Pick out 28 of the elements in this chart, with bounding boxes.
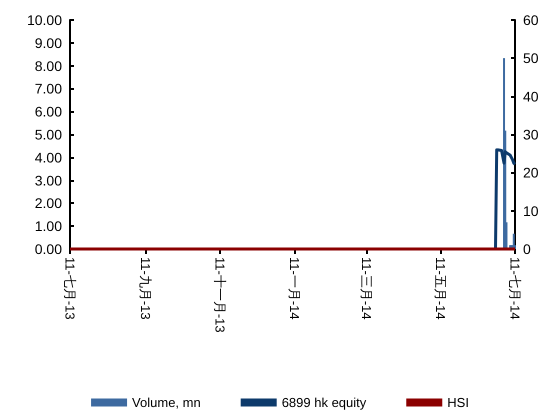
x-tick-label: 11-五月-14 [433, 257, 448, 320]
y2-tick-label: 0 [523, 241, 531, 257]
legend-label: 6899 hk equity [282, 395, 367, 410]
y-tick-label: 4.00 [34, 149, 62, 166]
x-tick-label: 11-一月-14 [286, 257, 302, 320]
y2-tick-label: 10 [523, 202, 539, 219]
y-tick-label: 9.00 [34, 34, 62, 51]
y-tick-label: 8.00 [34, 58, 62, 74]
y2-tick-label: 20 [523, 164, 539, 181]
legend-label: HSI [447, 395, 469, 410]
x-tick-label: 11-七月-13 [62, 257, 78, 320]
x-tick-label: 11-九月-13 [138, 257, 154, 320]
y2-tick-label: 30 [523, 126, 539, 142]
y2-tick-label: 50 [523, 50, 539, 66]
y-tick-label: 1.00 [34, 218, 62, 234]
y-tick-label: 7.00 [34, 80, 62, 97]
y2-tick-label: 40 [523, 88, 539, 104]
y-tick-label: 2.00 [34, 195, 62, 212]
y2-tick-label: 60 [523, 12, 539, 28]
x-tick-label: 11-十一月-13 [212, 257, 228, 333]
y-tick-label: 10.00 [26, 12, 62, 28]
y-tick-label: 3.00 [34, 172, 62, 188]
y-tick-label: 6.00 [34, 104, 62, 120]
x-tick-label: 11-七月-14 [508, 257, 522, 320]
x-tick-label: 11-三月-14 [358, 257, 374, 320]
y-tick-label: 5.00 [34, 126, 62, 142]
legend-label: Volume, mn [132, 395, 201, 410]
y-tick-label: 0.00 [34, 241, 62, 257]
